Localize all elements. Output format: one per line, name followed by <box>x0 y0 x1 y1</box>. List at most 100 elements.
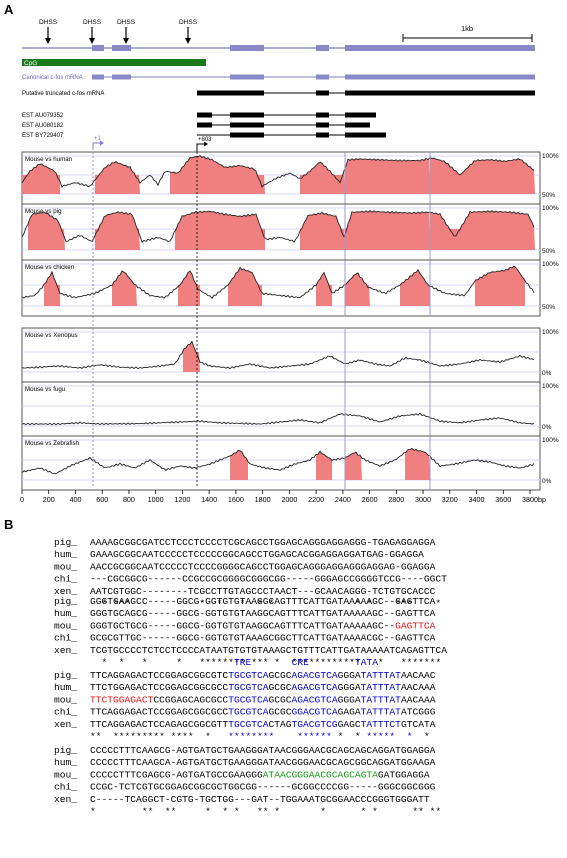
x-tick-label: 0 <box>20 495 24 504</box>
motif-label: CRE <box>292 657 310 668</box>
species-name: chi_ <box>54 782 77 793</box>
scale-bottom-label: 0% <box>542 370 552 377</box>
species-name: pig_ <box>54 670 77 681</box>
truncated-mrna-track: Putative truncated c-fos mRNA <box>22 90 535 97</box>
x-tick-label: 800 <box>123 495 135 504</box>
x-tick-label: 1000 <box>148 495 164 504</box>
sequence-row: TTCAGGAGACTCCGGAGCGGCGTCTGCGTCAGCGCAGACG… <box>90 670 436 681</box>
dhss-label: DHSS <box>117 19 136 26</box>
sequence-row: ---CGCGGCG------CCGCCGCGGGGCGGGCGG-----G… <box>90 574 447 585</box>
exon-block <box>92 45 104 51</box>
sequence-row: GCGCGTTGC------GGCG-GGTGTGTAAAGCGGCTTCAT… <box>90 633 436 644</box>
species-name: hum_ <box>54 757 77 768</box>
x-tick-label: 1200 <box>174 495 190 504</box>
sequence-row: AAAAGCGGCGATCCTCCCTCCCCTCGCAGCCTGGAGCAGG… <box>90 537 436 548</box>
sequence-row: GGGTGCAGCG-----GGCG-GGTGTGTAAGGCAGTTTCAT… <box>90 608 436 619</box>
est-label-2: EST AU080182 <box>22 123 64 129</box>
exon-block <box>345 45 535 51</box>
conserved-peak <box>405 449 430 480</box>
species-name: chi_ <box>54 633 77 644</box>
sequence-row: CCCCCTTTCAAGCG-AGTGATGCTGAAGGGATAACGGGAA… <box>90 745 436 756</box>
comparison-label: Mouse vs human <box>25 156 73 163</box>
conserved-peak <box>228 268 262 306</box>
x-tick-label: 3200 <box>442 495 458 504</box>
x-tick-label: 2000 <box>281 495 297 504</box>
species-name: mou_ <box>54 561 77 572</box>
conservation-stars: ** ********* **** * ******** ****** * * … <box>90 731 430 742</box>
conservation-profile <box>21 265 535 300</box>
species-name: pig_ <box>54 596 77 607</box>
sequence-row: AACCGCGGCAATCCCCCTCCCCGGGGCAGCCTGGAGCAGG… <box>90 561 436 572</box>
panel-a-label: A <box>4 2 14 17</box>
scale-bottom-label: 50% <box>542 192 555 199</box>
scale-top-label: 100% <box>542 205 559 212</box>
conserved-peak <box>316 272 332 306</box>
panel-b-label: B <box>4 517 13 532</box>
sequence-row: GGGTGCTGCG-----GGCG-GGTGTGTAAGGCAGTTTCAT… <box>90 620 436 631</box>
exon-block <box>112 45 131 51</box>
scale-bottom-label: 50% <box>542 304 555 311</box>
scale-top-label: 100% <box>542 437 559 444</box>
conserved-peak <box>44 272 60 306</box>
sequence-row: CCGC-TCTCGTGCGGAGCGGCGCTGGCGG------GCGGC… <box>90 782 436 793</box>
conserved-peak <box>345 211 430 250</box>
conservation-panel: Mouse vs fugu 100% 0% <box>21 381 559 437</box>
canonical-mrna-label: Canonical c-fos mRNA <box>22 75 83 81</box>
x-tick-label: 1800 <box>255 495 271 504</box>
motif-label: TATA <box>355 657 378 668</box>
conserved-peak <box>230 450 248 480</box>
dhss-label: DHSS <box>83 19 102 26</box>
conserved-peak <box>183 342 200 372</box>
conserved-peak <box>95 161 140 194</box>
species-name: mou_ <box>54 694 77 705</box>
species-name: chi_ <box>54 574 77 585</box>
species-name: pig_ <box>54 745 77 756</box>
conserved-peak <box>430 211 535 250</box>
scale-top-label: 100% <box>542 153 559 160</box>
tss-plus1-label: +1 <box>94 136 102 142</box>
sequence-row: TTCTGGAGACTCCGGAGCGGCGCCTGCGTCAGCGCAGACG… <box>90 682 436 693</box>
conservation-panel: Mouse vs pig 100% 50% <box>21 203 559 261</box>
conserved-peak <box>300 161 345 194</box>
conserved-peak <box>316 452 332 480</box>
conservation-profile <box>21 209 535 243</box>
scale-bottom-label: 50% <box>542 248 555 255</box>
conservation-stars: * ** ** * * * ** * * * * ** ** <box>90 806 441 817</box>
x-tick-label: 3600 <box>495 495 511 504</box>
scale-top-label: 100% <box>542 261 559 268</box>
sequence-row: AATCGTGGC--------TCGCCTTGTAGCCCTAACT---G… <box>90 586 436 597</box>
x-tick-label: 2200 <box>308 495 324 504</box>
scale-bottom-label: 0% <box>542 478 552 485</box>
species-name: xen_ <box>54 719 77 730</box>
est-label-1: EST AU079352 <box>22 113 64 119</box>
scale-label: 1kb <box>461 24 473 33</box>
sequence-row: TTCAGGAGACTCCGGAGCGGCGCCTGCGTCAGCGCGGACG… <box>90 707 436 718</box>
x-axis-unit: bp <box>538 495 546 504</box>
x-tick-label: 3400 <box>469 495 485 504</box>
dhss-label: DHSS <box>39 19 58 26</box>
species-name: xen_ <box>54 645 77 656</box>
conserved-peak <box>28 212 65 250</box>
x-tick-label: 1400 <box>201 495 217 504</box>
species-name: hum_ <box>54 608 77 619</box>
tss-plus803-label: +803 <box>198 137 212 143</box>
x-tick-label: 200 <box>43 495 55 504</box>
conserved-peak <box>170 156 200 194</box>
comparison-label: Mouse vs chicken <box>25 264 75 271</box>
x-axis: 0 200 400 600 800 1000 1200 1400 1600 1800 2000 220… <box>20 490 546 504</box>
comparison-label: Mouse vs Zebrafish <box>25 440 80 447</box>
cpg-island <box>22 59 206 66</box>
x-tick-label: 2800 <box>388 495 404 504</box>
truncated-mrna-label: Putative truncated c-fos mRNA <box>22 91 104 97</box>
sequence-alignment: pig_ AAAAGCGGCGATCCTCCCTCCCCTCGCAGCCTGGAG… <box>54 537 447 817</box>
conserved-peak <box>175 211 265 250</box>
cpg-label: CpG <box>24 60 37 67</box>
conservation-stars: * *** * * * * * * * *** * <box>90 598 441 609</box>
conserved-peak <box>178 270 200 306</box>
genomic-track <box>22 45 535 51</box>
alignment-block: pig_ AAAAGCGGCGATCCTCCCTCCCCTCGCAGCCTGGAG… <box>54 537 447 609</box>
conserved-peak <box>430 157 535 194</box>
dhss-label: DHSS <box>179 19 198 26</box>
x-tick-label: 2600 <box>362 495 378 504</box>
conserved-peak <box>345 452 362 480</box>
